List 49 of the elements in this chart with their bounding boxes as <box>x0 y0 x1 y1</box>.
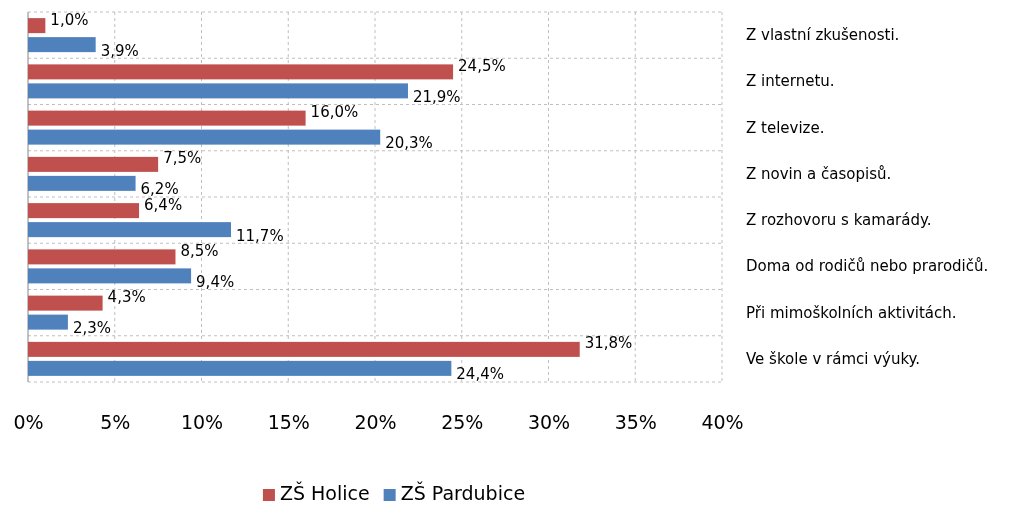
bar <box>28 18 46 34</box>
y-tick-label: Z novin a časopisů. <box>746 164 892 183</box>
x-tick-label: 10% <box>180 410 224 433</box>
data-label: 4,3% <box>107 288 146 307</box>
data-label: 20,3% <box>385 134 433 153</box>
bar <box>28 175 136 191</box>
bar <box>28 341 580 357</box>
data-label: 24,5% <box>458 56 506 75</box>
data-label: 11,7% <box>235 226 284 245</box>
bar <box>28 110 306 126</box>
y-tick-label: Při mimoškolních aktivitách. <box>746 303 957 322</box>
data-label: 9,4% <box>196 272 235 291</box>
data-label: 31,8% <box>584 334 633 353</box>
x-tick-label: 25% <box>441 410 484 433</box>
bar <box>28 249 176 265</box>
bar <box>28 37 96 53</box>
x-tick-label: 5% <box>100 410 131 433</box>
bar <box>28 64 454 80</box>
data-label: 3,9% <box>100 41 139 60</box>
x-tick-label: 20% <box>354 410 397 433</box>
bar <box>28 83 408 99</box>
data-label: 7,5% <box>163 149 202 168</box>
x-tick-label: 40% <box>701 410 744 433</box>
data-label: 16,0% <box>310 103 359 122</box>
y-tick-label: Z internetu. <box>746 72 835 91</box>
legend-label: ZŠ Holice <box>279 481 370 504</box>
bar <box>28 156 159 172</box>
bar <box>28 295 103 311</box>
data-label: 21,9% <box>412 87 461 106</box>
data-label: 24,4% <box>456 365 504 384</box>
y-tick-label: Z televize. <box>746 118 825 137</box>
bar <box>28 222 231 238</box>
y-tick-label: Doma od rodičů nebo prarodičů. <box>746 257 989 276</box>
data-label: 8,5% <box>180 241 219 260</box>
y-tick-label: Z vlastní zkušenosti. <box>746 26 900 45</box>
y-tick-label: Z rozhovoru s kamarády. <box>746 211 932 230</box>
x-tick-label: 0% <box>13 410 44 433</box>
x-tick-label: 35% <box>614 410 657 433</box>
data-label: 2,3% <box>72 319 112 338</box>
bar <box>28 360 452 376</box>
x-tick-label: 15% <box>267 410 310 433</box>
bar <box>28 268 192 284</box>
bar <box>28 314 68 330</box>
legend-label: ZŠ Pardubice <box>400 481 526 504</box>
bar <box>28 129 381 145</box>
bar <box>28 203 140 219</box>
y-tick-label: Ve škole v rámci výuky. <box>746 349 921 368</box>
x-tick-label: 30% <box>527 410 571 433</box>
data-label: 1,0% <box>50 10 89 29</box>
